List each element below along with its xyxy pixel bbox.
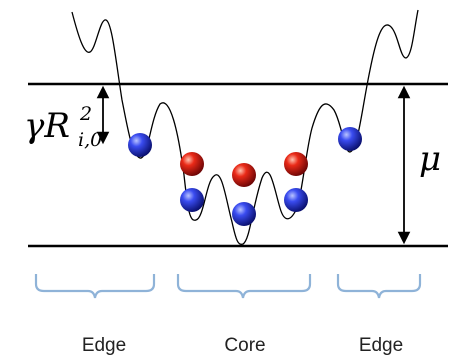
red-particle-core-center: [232, 163, 256, 187]
interaction-energy-symbol: γR: [24, 106, 70, 146]
red-particle-core-left: [180, 152, 204, 176]
blue-particle-core-right: [284, 188, 308, 212]
region-label-right-edge: Edge: [359, 335, 403, 356]
bracket-right-edge: [336, 274, 422, 299]
potential-curve: [71, 9, 419, 246]
region-label-left-edge: Edge: [82, 335, 126, 356]
chemical-potential-symbol: μ: [419, 139, 441, 179]
bracket-core: [176, 274, 312, 299]
blue-particle-core-center: [232, 202, 256, 226]
region-brackets: [34, 274, 422, 299]
region-label-core: Core: [224, 335, 265, 356]
blue-particle-core-left: [180, 188, 204, 212]
red-particle-core-right: [284, 152, 308, 176]
particles: [128, 127, 362, 226]
bracket-left-edge: [34, 274, 156, 299]
blue-particle-left-edge: [128, 133, 152, 157]
interaction-energy-superscript: 2: [79, 103, 92, 125]
interaction-energy-subscript: i,0: [78, 129, 102, 151]
blue-particle-right-edge: [338, 127, 362, 151]
